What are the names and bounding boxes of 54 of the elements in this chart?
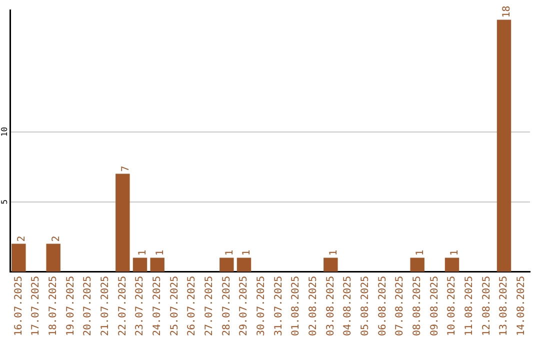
data-label: 1 (154, 250, 166, 256)
x-tick-label: 01.08.2025 (290, 276, 302, 336)
bar (496, 20, 512, 272)
x-tick-label: 26.07.2025 (186, 276, 198, 336)
bar (116, 174, 130, 272)
x-tick-label: 02.08.2025 (308, 276, 319, 336)
x-tick-label: 12.08.2025 (481, 276, 492, 336)
x-tick-label: 21.07.2025 (100, 276, 111, 336)
y-tick-label: 5 (0, 199, 10, 204)
x-tick-label: 04.08.2025 (342, 276, 354, 336)
data-label: 1 (224, 250, 236, 256)
x-tick-label: 27.07.2025 (204, 276, 215, 336)
x-tick-label: 25.07.2025 (169, 276, 180, 336)
data-label: 1 (414, 250, 426, 256)
data-label: 18 (502, 6, 513, 18)
data-label: 7 (120, 166, 132, 172)
x-tick-label: 11.08.2025 (464, 276, 475, 336)
x-tick-label: 06.08.2025 (377, 276, 388, 336)
x-tick-label: 16.07.2025 (13, 276, 24, 336)
x-tick-label: 03.08.2025 (325, 276, 336, 336)
x-tick-label: 20.07.2025 (82, 276, 94, 336)
x-tick-label: 28.07.2025 (221, 276, 232, 336)
bar (46, 244, 60, 272)
x-tick-label: 23.07.2025 (134, 276, 146, 336)
data-label: 1 (328, 250, 340, 256)
x-tick-label: 22.07.2025 (117, 276, 128, 336)
bar (150, 258, 164, 272)
x-tick-label: 30.07.2025 (256, 276, 267, 336)
y-tick-label: 10 (0, 126, 10, 137)
data-label: 1 (450, 250, 461, 256)
x-tick-label: 13.08.2025 (498, 276, 510, 336)
data-label: 2 (50, 236, 62, 242)
x-tick-label: 17.07.2025 (30, 276, 42, 336)
bar (220, 258, 234, 272)
data-label: 1 (138, 250, 149, 256)
bar (410, 258, 424, 272)
bar (324, 258, 338, 272)
x-tick-label: 08.08.2025 (412, 276, 423, 336)
x-tick-label: 14.08.2025 (516, 276, 527, 336)
x-tick-label: 10.08.2025 (446, 276, 458, 336)
bar (132, 258, 148, 272)
bar (12, 244, 26, 272)
bar (444, 258, 460, 272)
x-tick-label: 31.07.2025 (273, 276, 284, 336)
x-tick-label: 18.07.2025 (48, 276, 59, 336)
data-label: 2 (16, 236, 28, 242)
x-tick-label: 24.07.2025 (152, 276, 163, 336)
x-tick-label: 07.08.2025 (394, 276, 406, 336)
data-label: 1 (242, 250, 253, 256)
x-tick-label: 19.07.2025 (65, 276, 76, 336)
x-tick-label: 05.08.2025 (360, 276, 371, 336)
x-tick-label: 09.08.2025 (429, 276, 440, 336)
x-tick-label: 29.07.2025 (238, 276, 250, 336)
bar (236, 258, 252, 272)
